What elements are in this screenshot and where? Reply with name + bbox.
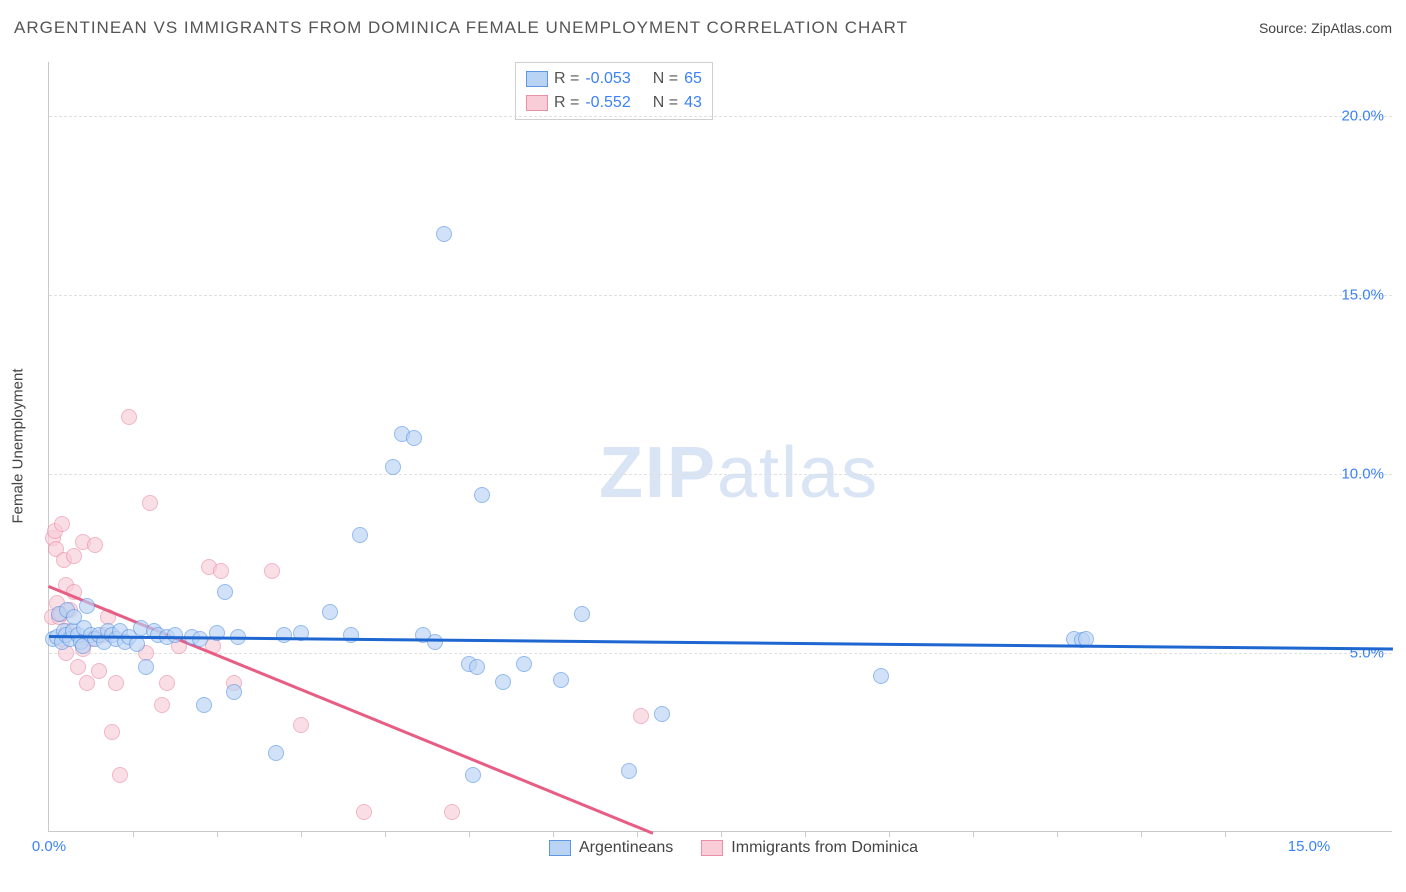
trend-line bbox=[49, 635, 1393, 651]
data-point bbox=[142, 495, 158, 511]
data-point bbox=[108, 675, 124, 691]
data-point bbox=[264, 563, 280, 579]
data-point bbox=[79, 675, 95, 691]
gridline bbox=[49, 116, 1392, 117]
x-tick-mark bbox=[637, 831, 638, 837]
gridline bbox=[49, 474, 1392, 475]
scatter-plot-area: ZIPatlas R = -0.053 N = 65 R = -0.552 N … bbox=[48, 62, 1392, 832]
x-tick-mark bbox=[973, 831, 974, 837]
source-label: Source: bbox=[1259, 20, 1311, 36]
data-point bbox=[121, 409, 137, 425]
x-tick-mark bbox=[385, 831, 386, 837]
x-tick-mark bbox=[721, 831, 722, 837]
data-point bbox=[91, 663, 107, 679]
data-point bbox=[474, 487, 490, 503]
data-point bbox=[87, 537, 103, 553]
legend-row-blue: R = -0.053 N = 65 bbox=[526, 67, 702, 91]
x-tick-mark bbox=[301, 831, 302, 837]
data-point bbox=[226, 684, 242, 700]
x-tick-mark bbox=[1057, 831, 1058, 837]
n-value-pink: 43 bbox=[684, 94, 702, 112]
y-axis-label: Female Unemployment bbox=[10, 368, 27, 523]
data-point bbox=[138, 659, 154, 675]
n-label: N = bbox=[653, 94, 678, 112]
data-point bbox=[436, 226, 452, 242]
r-label: R = bbox=[554, 70, 579, 88]
data-point bbox=[276, 627, 292, 643]
correlation-legend: R = -0.053 N = 65 R = -0.552 N = 43 bbox=[515, 62, 713, 120]
x-tick-mark bbox=[469, 831, 470, 837]
legend-item-pink: Immigrants from Dominica bbox=[701, 839, 918, 857]
data-point bbox=[322, 604, 338, 620]
data-point bbox=[66, 548, 82, 564]
x-tick-label: 0.0% bbox=[32, 838, 66, 855]
data-point bbox=[70, 659, 86, 675]
data-point bbox=[427, 634, 443, 650]
legend-item-blue: Argentineans bbox=[549, 839, 673, 857]
data-point bbox=[633, 708, 649, 724]
data-point bbox=[385, 459, 401, 475]
data-point bbox=[154, 697, 170, 713]
data-point bbox=[196, 697, 212, 713]
y-tick-label: 10.0% bbox=[1341, 465, 1384, 482]
gridline bbox=[49, 295, 1392, 296]
data-point bbox=[268, 745, 284, 761]
r-label: R = bbox=[554, 94, 579, 112]
swatch-pink-icon bbox=[526, 95, 548, 111]
data-point bbox=[574, 606, 590, 622]
data-point bbox=[356, 804, 372, 820]
data-point bbox=[54, 516, 70, 532]
data-point bbox=[873, 668, 889, 684]
data-point bbox=[217, 584, 233, 600]
data-point bbox=[516, 656, 532, 672]
legend-label-blue: Argentineans bbox=[579, 839, 673, 857]
data-point bbox=[213, 563, 229, 579]
legend-row-pink: R = -0.552 N = 43 bbox=[526, 91, 702, 115]
gridline bbox=[49, 653, 1392, 654]
legend-label-pink: Immigrants from Dominica bbox=[731, 839, 918, 857]
y-tick-label: 15.0% bbox=[1341, 286, 1384, 303]
data-point bbox=[495, 674, 511, 690]
data-point bbox=[469, 659, 485, 675]
chart-title: ARGENTINEAN VS IMMIGRANTS FROM DOMINICA … bbox=[14, 18, 908, 38]
data-point bbox=[79, 598, 95, 614]
data-point bbox=[159, 675, 175, 691]
swatch-pink-icon bbox=[701, 840, 723, 856]
swatch-blue-icon bbox=[526, 71, 548, 87]
x-tick-label: 15.0% bbox=[1288, 838, 1331, 855]
data-point bbox=[352, 527, 368, 543]
r-value-pink: -0.552 bbox=[585, 94, 630, 112]
source-attribution: Source: ZipAtlas.com bbox=[1259, 20, 1392, 36]
n-value-blue: 65 bbox=[684, 70, 702, 88]
source-value: ZipAtlas.com bbox=[1311, 20, 1392, 36]
x-tick-mark bbox=[133, 831, 134, 837]
data-point bbox=[293, 717, 309, 733]
data-point bbox=[444, 804, 460, 820]
data-point bbox=[167, 627, 183, 643]
data-point bbox=[553, 672, 569, 688]
y-tick-label: 20.0% bbox=[1341, 107, 1384, 124]
x-tick-mark bbox=[1225, 831, 1226, 837]
data-point bbox=[112, 767, 128, 783]
data-point bbox=[621, 763, 637, 779]
x-tick-mark bbox=[805, 831, 806, 837]
x-tick-mark bbox=[217, 831, 218, 837]
x-tick-mark bbox=[553, 831, 554, 837]
series-legend: Argentineans Immigrants from Dominica bbox=[549, 839, 918, 857]
swatch-blue-icon bbox=[549, 840, 571, 856]
data-point bbox=[104, 724, 120, 740]
x-tick-mark bbox=[889, 831, 890, 837]
n-label: N = bbox=[653, 70, 678, 88]
data-point bbox=[406, 430, 422, 446]
x-tick-mark bbox=[1141, 831, 1142, 837]
data-point bbox=[465, 767, 481, 783]
r-value-blue: -0.053 bbox=[585, 70, 630, 88]
data-point bbox=[654, 706, 670, 722]
